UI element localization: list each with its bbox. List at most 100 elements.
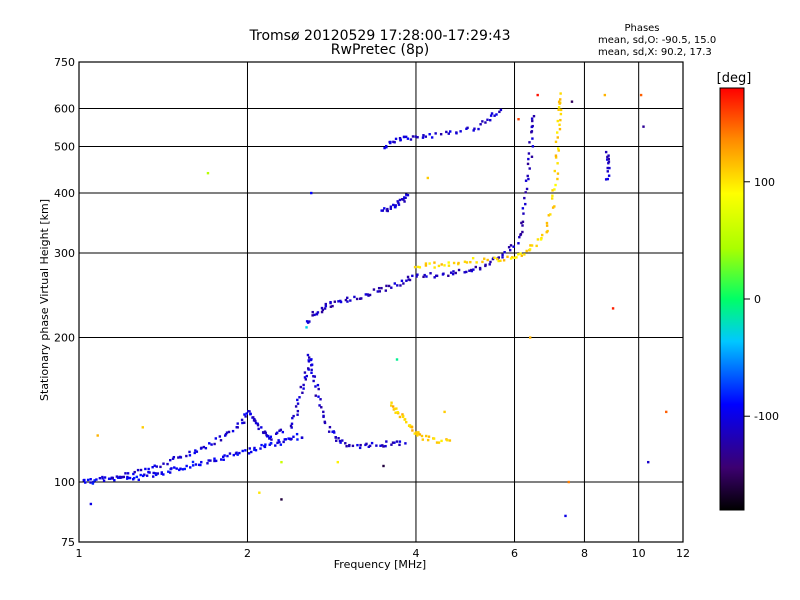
data-point <box>481 120 484 123</box>
data-point <box>472 129 475 132</box>
data-point <box>274 444 277 447</box>
data-point <box>234 452 238 455</box>
data-point <box>550 197 554 200</box>
data-point <box>558 123 561 126</box>
data-point <box>557 100 561 103</box>
data-point <box>392 140 395 144</box>
data-point <box>227 430 231 434</box>
data-point <box>506 255 509 258</box>
data-point <box>313 375 317 378</box>
data-point <box>86 478 90 482</box>
x-tick-label: 6 <box>511 547 518 560</box>
data-point <box>387 284 391 288</box>
data-point <box>390 401 393 404</box>
data-point <box>424 264 428 267</box>
data-point <box>323 307 327 310</box>
data-point <box>454 271 457 275</box>
data-point <box>200 460 203 464</box>
data-point <box>191 464 195 467</box>
data-point <box>446 439 449 442</box>
data-point <box>279 428 283 432</box>
data-point <box>523 196 526 200</box>
data-point <box>531 137 534 140</box>
data-point <box>402 282 405 285</box>
data-point <box>398 440 402 443</box>
data-point <box>252 419 256 422</box>
data-point <box>263 430 267 433</box>
data-point <box>524 179 528 182</box>
data-point <box>536 238 540 241</box>
data-point <box>320 310 324 314</box>
data-point <box>305 320 309 323</box>
data-point <box>545 221 549 225</box>
data-point <box>243 413 246 416</box>
data-point <box>213 457 216 460</box>
data-point <box>606 170 609 173</box>
data-point <box>290 422 294 425</box>
data-point <box>409 138 413 141</box>
data-point <box>305 326 308 329</box>
data-point <box>83 478 86 482</box>
data-point <box>389 207 392 210</box>
x-tick-label: 2 <box>244 547 251 560</box>
data-point <box>556 162 559 165</box>
data-point <box>519 252 522 255</box>
data-point <box>258 491 261 494</box>
data-point <box>238 451 241 455</box>
data-point <box>172 455 176 459</box>
data-point <box>532 114 536 118</box>
data-point <box>400 279 404 283</box>
data-point <box>396 284 399 287</box>
data-point <box>520 221 523 225</box>
data-point <box>137 478 140 481</box>
data-point <box>392 203 395 207</box>
data-point <box>417 431 420 434</box>
data-point <box>284 438 288 441</box>
data-point <box>151 466 154 469</box>
data-point <box>162 473 165 476</box>
data-point <box>126 475 129 479</box>
data-point <box>383 207 386 210</box>
data-point <box>222 458 225 461</box>
data-point <box>426 438 430 442</box>
data-point <box>89 481 92 484</box>
data-point <box>437 441 441 444</box>
data-point <box>294 405 298 408</box>
data-point <box>288 437 291 441</box>
data-point <box>477 127 480 131</box>
data-point <box>401 198 404 201</box>
data-point <box>298 396 301 399</box>
y-tick-label: 500 <box>54 141 75 154</box>
data-point <box>531 145 535 148</box>
data-point <box>528 167 531 170</box>
data-point <box>556 131 559 134</box>
data-point <box>308 320 311 323</box>
data-point <box>470 268 473 272</box>
data-point <box>410 426 414 429</box>
data-point <box>169 458 172 462</box>
data-point <box>418 266 422 269</box>
data-point <box>319 398 322 401</box>
data-point <box>171 457 175 460</box>
data-point <box>256 422 259 425</box>
data-point <box>557 149 560 152</box>
data-point <box>523 253 526 256</box>
colorbar <box>719 87 745 511</box>
data-point <box>135 475 139 479</box>
data-point <box>411 429 414 432</box>
data-point <box>349 299 352 302</box>
data-point <box>296 398 299 402</box>
data-point <box>96 434 99 437</box>
data-point <box>531 124 534 128</box>
colorbar-label: [deg] <box>717 71 752 86</box>
data-point <box>126 472 130 475</box>
data-point <box>489 260 492 264</box>
data-point <box>208 442 211 445</box>
data-point <box>156 472 160 475</box>
data-point <box>312 375 315 378</box>
data-point <box>384 289 388 292</box>
x-axis-label: Frequency [MHz] <box>334 558 426 571</box>
data-point <box>395 358 399 361</box>
data-point <box>530 117 534 120</box>
